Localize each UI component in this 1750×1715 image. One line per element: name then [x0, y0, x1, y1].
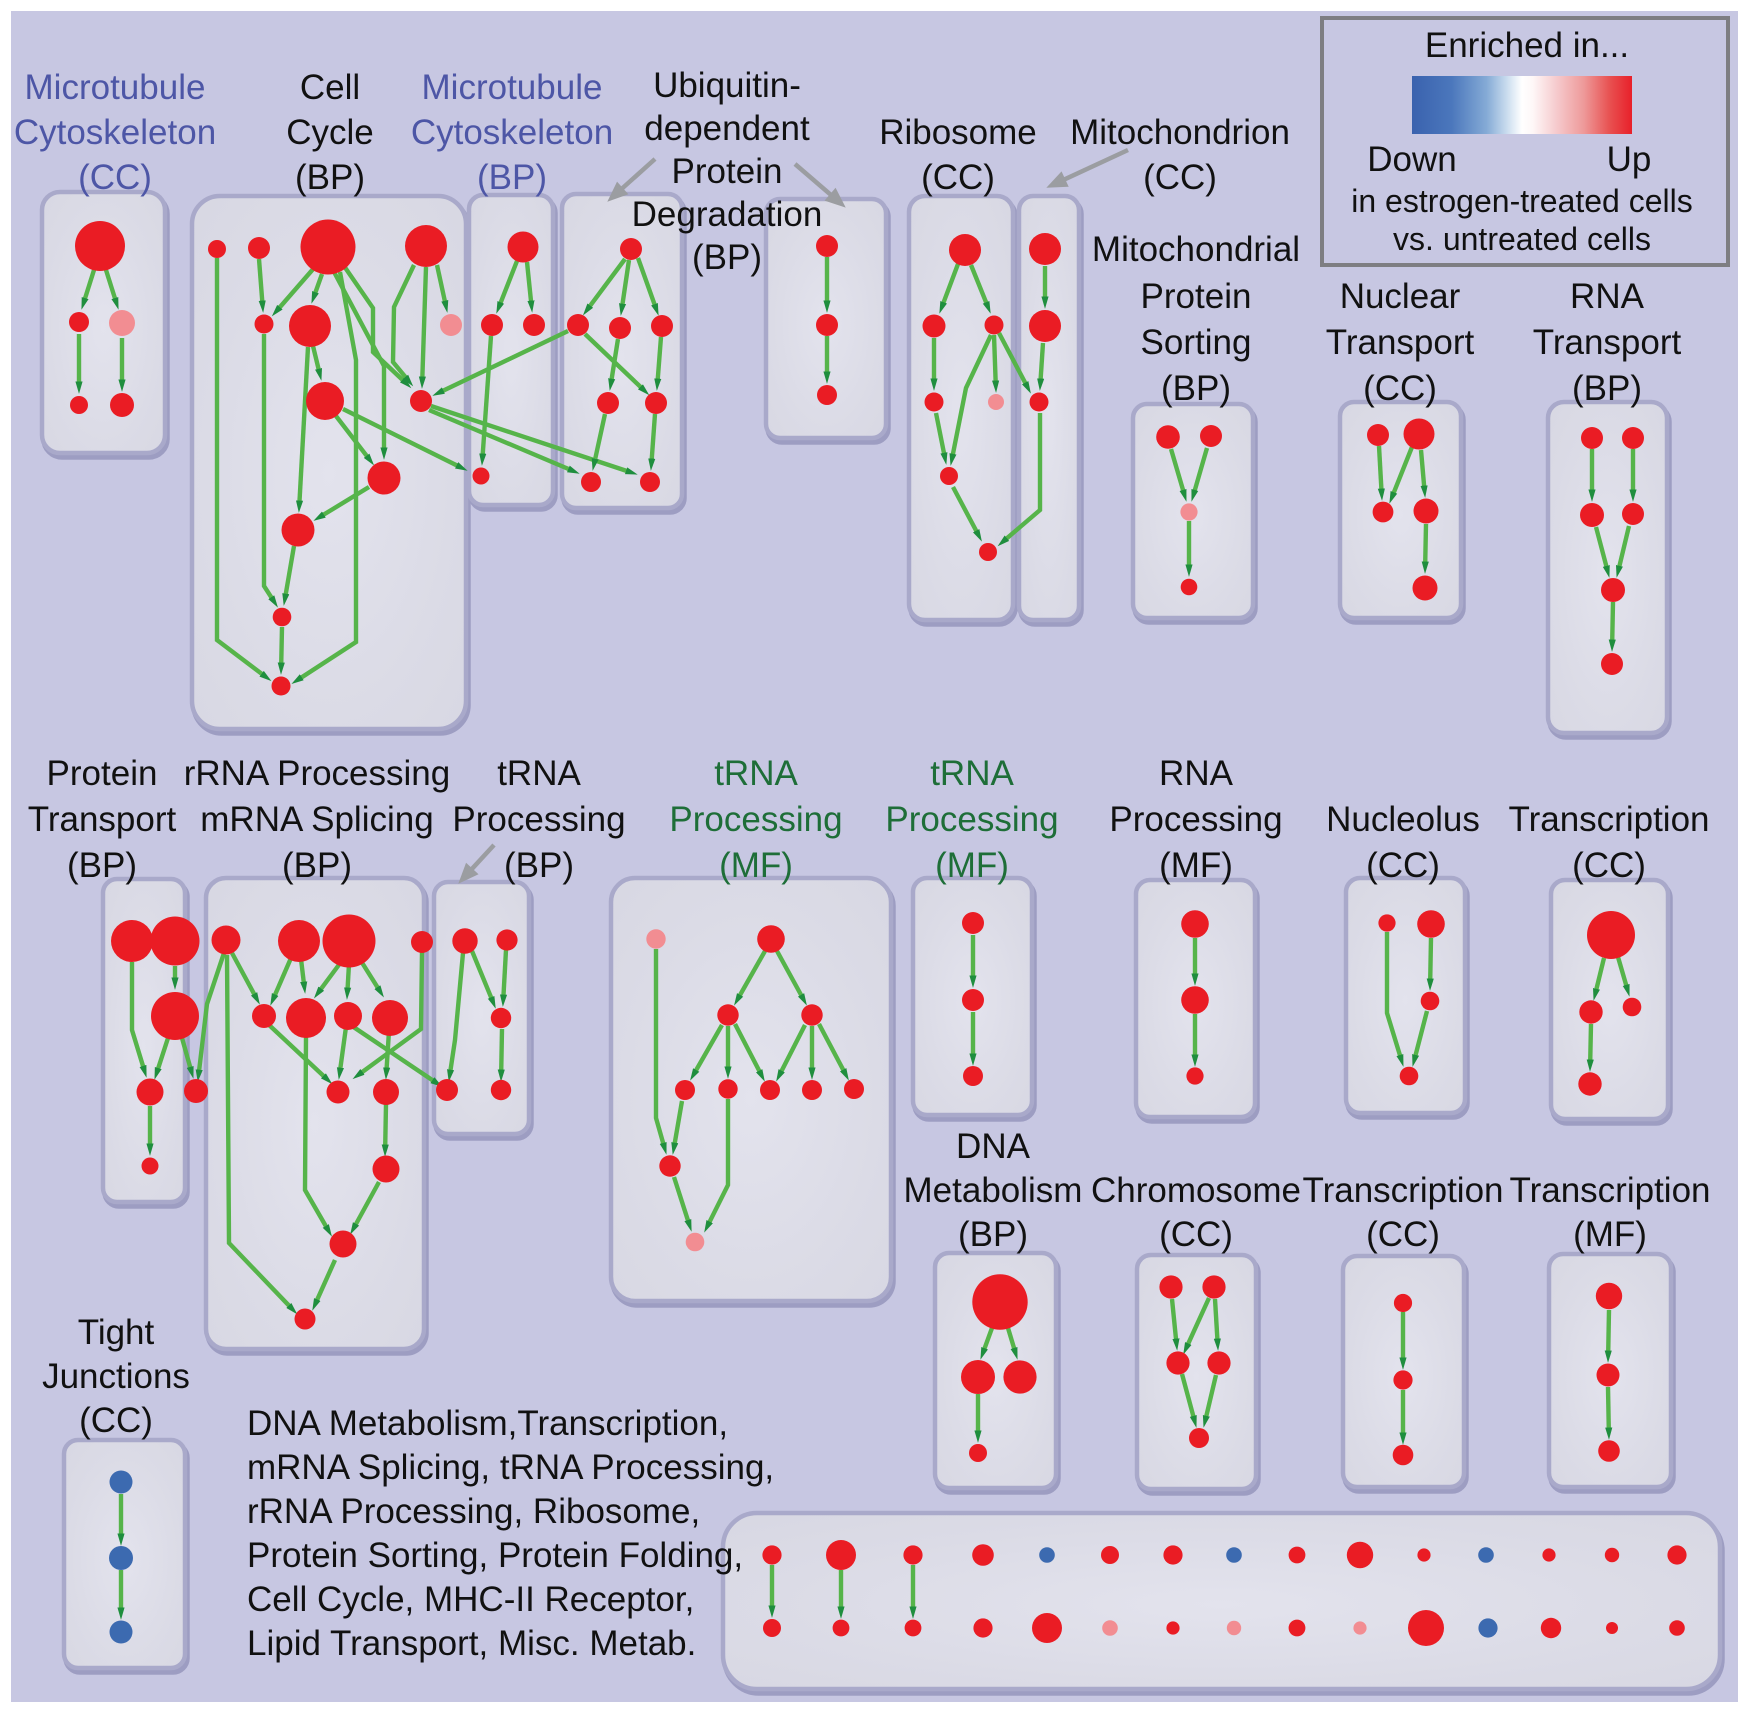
svg-text:tRNA: tRNA — [714, 754, 798, 793]
svg-text:Protein Sorting, Protein Foldi: Protein Sorting, Protein Folding, — [247, 1536, 743, 1575]
svg-text:Sorting: Sorting — [1141, 323, 1252, 362]
svg-text:Transport: Transport — [1326, 323, 1475, 362]
svg-text:rRNA Processing, Ribosome,: rRNA Processing, Ribosome, — [247, 1492, 700, 1531]
svg-text:(CC): (CC) — [1363, 369, 1437, 408]
svg-text:Processing: Processing — [885, 800, 1058, 839]
svg-text:Protein: Protein — [1141, 277, 1252, 316]
svg-text:tRNA: tRNA — [497, 754, 581, 793]
svg-text:(CC): (CC) — [1143, 158, 1217, 197]
svg-text:Cell Cycle, MHC-II Receptor,: Cell Cycle, MHC-II Receptor, — [247, 1580, 694, 1619]
svg-text:(BP): (BP) — [958, 1215, 1028, 1254]
svg-text:(CC): (CC) — [79, 1401, 153, 1440]
svg-text:(BP): (BP) — [1572, 369, 1642, 408]
svg-text:in estrogen-treated cells: in estrogen-treated cells — [1351, 183, 1693, 219]
svg-text:Mitochondrion: Mitochondrion — [1070, 113, 1290, 152]
svg-text:Protein: Protein — [47, 754, 158, 793]
svg-text:Cytoskeleton: Cytoskeleton — [14, 113, 216, 152]
svg-text:(BP): (BP) — [692, 238, 762, 277]
svg-text:(MF): (MF) — [1159, 846, 1233, 885]
svg-text:(MF): (MF) — [935, 846, 1009, 885]
svg-text:(BP): (BP) — [477, 158, 547, 197]
svg-text:Junctions: Junctions — [42, 1357, 190, 1396]
svg-text:DNA Metabolism,Transcription,: DNA Metabolism,Transcription, — [247, 1404, 728, 1443]
svg-text:Enriched in...: Enriched in... — [1425, 26, 1629, 65]
svg-text:dependent: dependent — [644, 109, 810, 148]
svg-text:Transport: Transport — [28, 800, 177, 839]
svg-text:mRNA Splicing: mRNA Splicing — [200, 800, 433, 839]
svg-text:Down: Down — [1367, 140, 1456, 179]
svg-text:Nucleolus: Nucleolus — [1326, 800, 1480, 839]
svg-text:Ribosome: Ribosome — [879, 113, 1037, 152]
svg-text:Mitochondrial: Mitochondrial — [1092, 230, 1300, 269]
svg-text:Protein: Protein — [672, 152, 783, 191]
svg-text:Processing: Processing — [1109, 800, 1282, 839]
svg-text:Transcription: Transcription — [1509, 800, 1710, 839]
svg-text:(BP): (BP) — [67, 846, 137, 885]
svg-text:Chromosome: Chromosome — [1091, 1171, 1301, 1210]
svg-text:Tight: Tight — [78, 1313, 155, 1352]
svg-text:(BP): (BP) — [504, 846, 574, 885]
svg-text:Ubiquitin-: Ubiquitin- — [653, 66, 801, 105]
svg-text:(MF): (MF) — [1573, 1215, 1647, 1254]
svg-text:Transcription: Transcription — [1303, 1171, 1504, 1210]
svg-text:Microtubule: Microtubule — [422, 68, 603, 107]
svg-text:Cell: Cell — [300, 68, 360, 107]
svg-text:Up: Up — [1607, 140, 1652, 179]
svg-text:(CC): (CC) — [1366, 1215, 1440, 1254]
svg-text:(CC): (CC) — [78, 158, 152, 197]
svg-text:Processing: Processing — [452, 800, 625, 839]
svg-text:Degradation: Degradation — [632, 195, 823, 234]
svg-text:(CC): (CC) — [1366, 846, 1440, 885]
svg-text:(BP): (BP) — [295, 158, 365, 197]
svg-text:(BP): (BP) — [1161, 369, 1231, 408]
svg-text:vs. untreated cells: vs. untreated cells — [1393, 221, 1651, 257]
svg-text:Transcription: Transcription — [1510, 1171, 1711, 1210]
svg-text:(CC): (CC) — [1572, 846, 1646, 885]
svg-text:Processing: Processing — [669, 800, 842, 839]
svg-text:rRNA Processing: rRNA Processing — [184, 754, 450, 793]
svg-text:Cycle: Cycle — [286, 113, 374, 152]
svg-text:(CC): (CC) — [1159, 1215, 1233, 1254]
svg-text:RNA: RNA — [1159, 754, 1234, 793]
svg-text:DNA: DNA — [956, 1127, 1031, 1166]
svg-text:Lipid Transport, Misc. Metab.: Lipid Transport, Misc. Metab. — [247, 1624, 696, 1663]
svg-text:Metabolism: Metabolism — [904, 1171, 1083, 1210]
svg-text:Transport: Transport — [1533, 323, 1682, 362]
svg-text:mRNA Splicing, tRNA Processing: mRNA Splicing, tRNA Processing, — [247, 1448, 774, 1487]
svg-text:(CC): (CC) — [921, 158, 995, 197]
svg-text:Microtubule: Microtubule — [25, 68, 206, 107]
svg-text:Cytoskeleton: Cytoskeleton — [411, 113, 613, 152]
svg-text:RNA: RNA — [1570, 277, 1645, 316]
svg-text:(BP): (BP) — [282, 846, 352, 885]
svg-text:(MF): (MF) — [719, 846, 793, 885]
svg-text:tRNA: tRNA — [930, 754, 1014, 793]
svg-text:Nuclear: Nuclear — [1340, 277, 1461, 316]
